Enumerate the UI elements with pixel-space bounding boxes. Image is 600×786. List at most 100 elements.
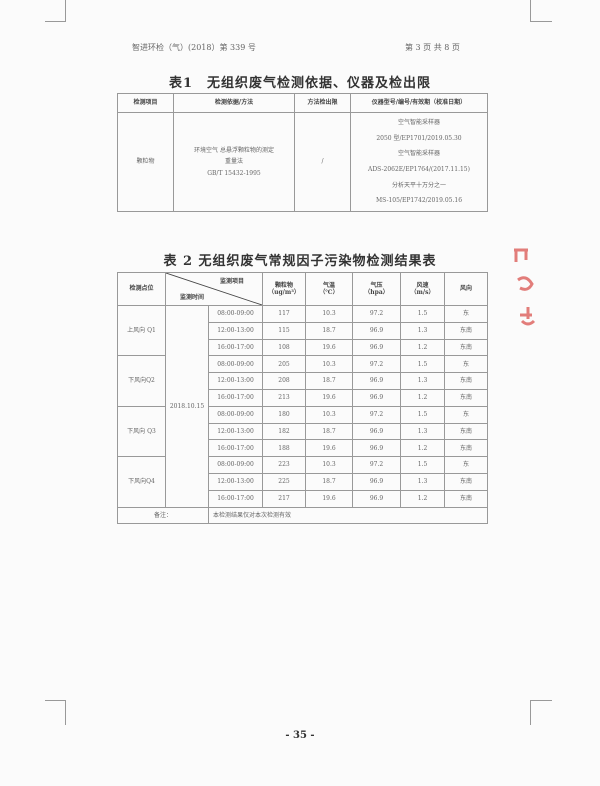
data-cell: 108: [262, 338, 306, 357]
data-cell: 16:00-17:00: [208, 439, 263, 458]
crop-mark: [45, 21, 65, 22]
data-cell: 223: [262, 456, 306, 474]
data-cell: 东: [444, 305, 488, 323]
data-cell: 1.2: [400, 489, 445, 508]
data-cell: 96.9: [352, 338, 401, 357]
method-line: 重量法: [224, 158, 243, 166]
data-cell: 117: [262, 305, 306, 323]
data-cell: 16:00-17:00: [208, 338, 263, 357]
data-cell: 19.6: [305, 338, 353, 357]
data-cell: 东南: [444, 338, 488, 357]
data-cell: 东: [444, 456, 488, 474]
data-cell: 96.9: [352, 372, 401, 390]
data-cell: 12:00-13:00: [208, 472, 263, 491]
date-cell: 2018.10.15: [165, 305, 209, 508]
data-cell: 96.9: [352, 489, 401, 508]
data-cell: 16:00-17:00: [208, 388, 263, 407]
site-cell: 下风向Q4: [117, 456, 166, 508]
data-cell: 19.6: [305, 388, 353, 407]
data-cell: 225: [262, 472, 306, 491]
method-line: GB/T 15432-1995: [207, 169, 261, 177]
data-cell: 12:00-13:00: [208, 372, 263, 390]
instrument-line: 分析天平十万分之一: [391, 181, 446, 189]
header-time: 监测时间: [180, 293, 205, 301]
site-cell: 下风向Q2: [117, 355, 166, 407]
data-cell: 1.2: [400, 439, 445, 458]
data-cell: 213: [262, 388, 306, 407]
item-cell: 颗粒物: [117, 112, 174, 212]
data-cell: 东: [444, 405, 488, 424]
site-cell: 下风向 Q3: [117, 405, 166, 458]
table-row: 12:00-13:00 182 18.7 96.9 1.3 东南: [118, 422, 488, 441]
data-cell: 96.9: [352, 439, 401, 458]
remark-text: 本检测结果仅对本次检测有效: [208, 506, 488, 525]
instrument-line: 空气智能采样器: [397, 150, 440, 158]
data-cell: 182: [262, 422, 306, 441]
data-cell: 东南: [444, 321, 488, 340]
data-cell: 1.2: [400, 338, 445, 357]
data-cell: 1.2: [400, 388, 445, 407]
data-cell: 18.7: [305, 472, 353, 491]
data-cell: 16:00-17:00: [208, 489, 263, 508]
data-cell: 东南: [444, 489, 488, 508]
crop-mark: [65, 700, 66, 725]
header-pressure: 气压 （hpa）: [352, 272, 401, 306]
document-number: 智进环检（气）(2018）第 339 号: [132, 43, 256, 52]
data-cell: 115: [262, 321, 306, 340]
crop-mark: [530, 700, 552, 701]
header-particle: 颗粒物 （ug/m³）: [262, 272, 306, 306]
crop-mark: [45, 700, 65, 701]
data-cell: 19.6: [305, 439, 353, 458]
method-line: 环境空气 总悬浮颗粒物的测定: [194, 146, 274, 154]
crop-mark: [530, 21, 552, 22]
table-row: 12:00-13:00 208 18.7 96.9 1.3 东南: [118, 372, 488, 390]
method-cell: 环境空气 总悬浮颗粒物的测定 重量法 GB/T 15432-1995: [173, 112, 295, 212]
data-cell: 217: [262, 489, 306, 508]
header-item: 监测项目: [219, 278, 244, 285]
data-cell: 12:00-13:00: [208, 422, 263, 441]
instrument-cell: 空气智能采样器 2050 型/EP1701/2019.05.30 空气智能采样器…: [350, 112, 488, 212]
crop-mark: [65, 0, 66, 22]
data-cell: 1.5: [400, 456, 445, 474]
data-cell: 97.2: [352, 305, 401, 323]
table-row: 下风向Q2 08:00-09:00 205 10.3 97.2 1.5 东: [117, 355, 488, 407]
page-number: - 35 -: [285, 730, 315, 741]
header-wind-dir: 风向: [444, 272, 488, 306]
page-info: 第 3 页 共 8 页: [405, 43, 460, 52]
data-cell: 1.3: [400, 422, 445, 441]
data-cell: 08:00-09:00: [208, 456, 263, 474]
data-cell: 08:00-09:00: [208, 355, 263, 374]
site-cell: 上风向 Q1: [117, 304, 166, 357]
header-temp: 气温 （℃）: [305, 272, 353, 306]
data-cell: 208: [262, 372, 306, 390]
table1-title: 表1 无组织废气检测依据、仪器及检出限: [168, 76, 432, 91]
data-cell: 12:00-13:00: [208, 321, 263, 340]
data-cell: 180: [262, 405, 306, 424]
header-site: 检测点位: [117, 272, 166, 306]
data-cell: 东南: [444, 372, 488, 390]
instrument-line: 空气智能采样器: [397, 119, 440, 127]
data-cell: 1.3: [400, 321, 445, 340]
data-cell: 10.3: [305, 456, 353, 474]
table2: 检测点位 监测项目 监测时间 颗粒物 （ug/m³） 气温 （℃） 气压 （hpa） …: [117, 272, 488, 525]
data-cell: 18.7: [305, 422, 353, 441]
header-cell: 检测依据/方法: [173, 93, 295, 113]
data-cell: 东南: [444, 422, 488, 441]
data-cell: 10.3: [305, 305, 353, 323]
data-cell: 东南: [444, 472, 488, 491]
data-cell: 东南: [444, 439, 488, 458]
data-cell: 1.5: [400, 305, 445, 323]
diagonal-line: [166, 273, 262, 305]
data-cell: 188: [262, 439, 306, 458]
table1: 检测项目 检测依据/方法 方法检出限 仪器型号/编号/有效期（校准日期） 颗粒物…: [117, 93, 488, 212]
data-cell: 97.2: [352, 405, 401, 424]
data-cell: 96.9: [352, 422, 401, 441]
data-cell: 东南: [444, 388, 488, 407]
data-cell: 97.2: [352, 355, 401, 374]
data-cell: 97.2: [352, 456, 401, 474]
data-cell: 96.9: [352, 388, 401, 407]
data-cell: 18.7: [305, 321, 353, 340]
data-cell: 18.7: [305, 372, 353, 390]
table2-title: 表 2 无组织废气常规因子污染物检测结果表: [163, 254, 437, 269]
data-cell: 10.3: [305, 355, 353, 374]
